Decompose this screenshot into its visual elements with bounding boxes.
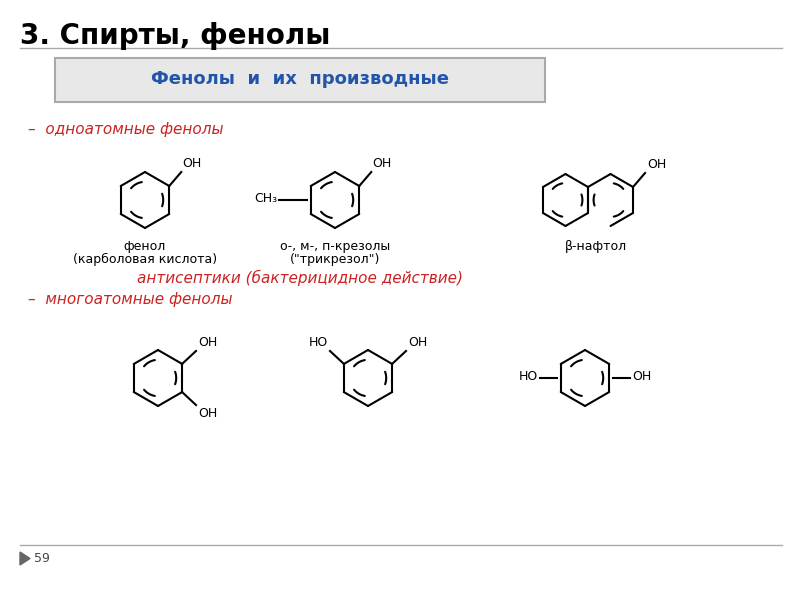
Polygon shape [20, 552, 30, 565]
Text: HO: HO [518, 370, 538, 383]
Text: ("трикрезол"): ("трикрезол") [290, 253, 380, 266]
Text: OH: OH [198, 407, 218, 420]
Text: –  одноатомные фенолы: – одноатомные фенолы [28, 122, 223, 137]
Text: антисептики (бактерицидное действие): антисептики (бактерицидное действие) [137, 270, 463, 286]
Text: 3. Спирты, фенолы: 3. Спирты, фенолы [20, 22, 330, 50]
FancyBboxPatch shape [55, 58, 545, 102]
Text: OH: OH [647, 158, 666, 171]
Text: OH: OH [372, 157, 391, 170]
Text: β-нафтол: β-нафтол [565, 240, 627, 253]
Text: –  многоатомные фенолы: – многоатомные фенолы [28, 292, 233, 307]
Text: фенол: фенол [124, 240, 166, 253]
Text: OH: OH [408, 336, 427, 349]
Text: HO: HO [309, 336, 328, 349]
Text: о-, м-, п-крезолы: о-, м-, п-крезолы [280, 240, 390, 253]
Text: OH: OH [198, 336, 218, 349]
Text: 59: 59 [34, 551, 50, 565]
Text: OH: OH [632, 370, 651, 383]
Text: (карболовая кислота): (карболовая кислота) [73, 253, 217, 266]
Text: OH: OH [182, 157, 202, 170]
Text: CH₃: CH₃ [254, 193, 277, 205]
Text: Фенолы  и  их  производные: Фенолы и их производные [151, 70, 449, 88]
